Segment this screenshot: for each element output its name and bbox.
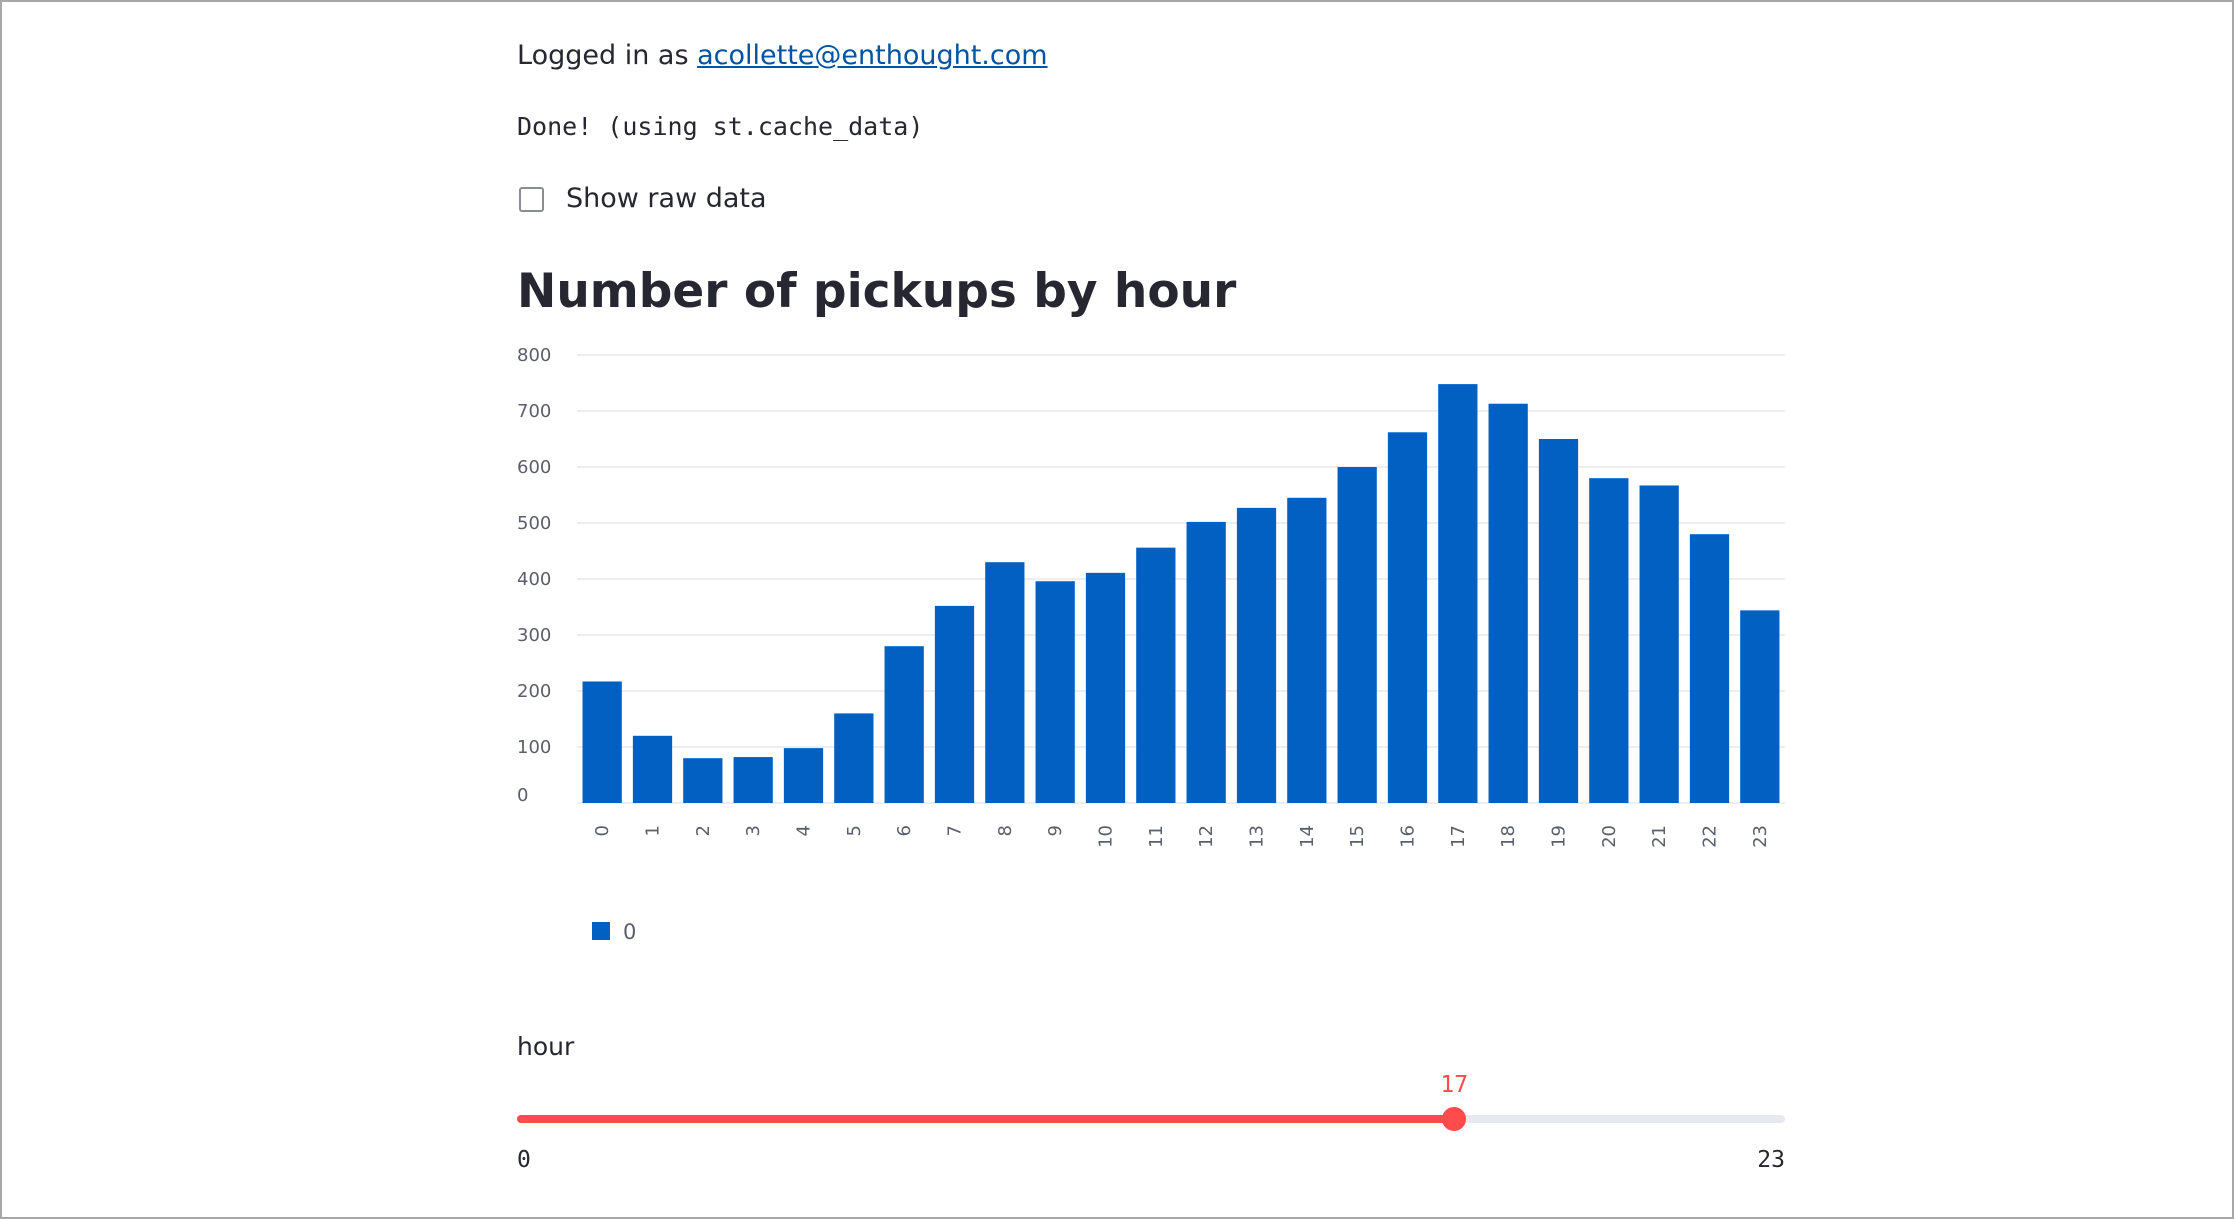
x-tick-label: 13	[1247, 825, 1268, 848]
x-tick-label: 10	[1096, 825, 1117, 848]
x-tick-label: 15	[1347, 825, 1368, 848]
x-tick-label: 4	[794, 825, 815, 836]
bar	[683, 758, 723, 803]
bar	[1740, 610, 1780, 803]
y-tick-label: 700	[517, 401, 551, 422]
hour-slider-track[interactable]: 17	[517, 1072, 1785, 1131]
checkbox-label: Show raw data	[566, 183, 767, 214]
bar	[1689, 534, 1730, 803]
x-tick-label: 0	[592, 825, 613, 836]
x-tick-label: 18	[1498, 825, 1519, 848]
y-tick-label: 300	[517, 625, 551, 646]
checkbox-box[interactable]	[519, 186, 544, 212]
x-tick-label: 16	[1398, 825, 1419, 848]
x-tick-label: 3	[743, 825, 764, 836]
x-tick-label: 8	[995, 825, 1016, 836]
x-tick-label: 1	[643, 825, 664, 836]
x-tick-label: 9	[1045, 825, 1066, 836]
bar	[1438, 384, 1478, 803]
x-tick-label: 6	[894, 825, 915, 836]
bar	[1337, 467, 1377, 803]
user-email-link[interactable]: acollette@enthought.com	[697, 40, 1048, 71]
x-tick-label: 21	[1649, 825, 1670, 848]
x-tick-label: 5	[844, 825, 865, 836]
bar	[1186, 521, 1226, 803]
slider-current-value: 17	[1440, 1072, 1469, 1098]
legend-label: 0	[623, 920, 636, 944]
bar	[632, 735, 673, 803]
bar	[582, 681, 622, 803]
y-tick-label: 100	[517, 737, 551, 758]
bar	[1589, 478, 1629, 803]
bar	[884, 646, 924, 803]
y-tick-label: 400	[517, 569, 551, 590]
bar	[834, 713, 874, 803]
y-tick-label: 600	[517, 457, 551, 478]
bar	[1136, 547, 1176, 803]
show-raw-data-checkbox[interactable]: Show raw data	[519, 181, 767, 217]
slider-max-label: 23	[1757, 1147, 1785, 1173]
login-prefix: Logged in as	[517, 40, 698, 71]
slider-thumb[interactable]	[1442, 1107, 1467, 1131]
x-tick-label: 19	[1549, 825, 1570, 848]
slider-label: hour	[517, 1032, 575, 1061]
bar	[1236, 507, 1277, 803]
bar	[934, 605, 975, 803]
bar	[985, 562, 1025, 803]
slider-min-label: 0	[517, 1147, 531, 1173]
bar	[1488, 403, 1528, 803]
y-tick-label: 0	[517, 785, 528, 806]
x-tick-label: 22	[1700, 825, 1721, 848]
x-tick-label: 2	[693, 825, 714, 836]
bar	[733, 757, 773, 803]
bar	[1085, 572, 1126, 803]
legend-swatch	[592, 922, 610, 940]
x-tick-label: 14	[1297, 825, 1318, 848]
x-tick-label: 12	[1196, 825, 1217, 848]
x-tick-label: 23	[1750, 825, 1771, 848]
x-tick-label: 11	[1146, 825, 1167, 848]
y-tick-label: 500	[517, 513, 551, 534]
bar	[1035, 581, 1075, 803]
chart-heading: Number of pickups by hour	[517, 264, 1237, 319]
bar	[1287, 497, 1327, 803]
bar	[1538, 439, 1579, 803]
bar	[783, 748, 824, 803]
y-tick-label: 200	[517, 681, 551, 702]
bar	[1387, 432, 1428, 803]
login-info: Logged in as acollette@enthought.com	[517, 38, 1048, 74]
x-tick-label: 7	[945, 825, 966, 836]
x-tick-label: 17	[1448, 825, 1469, 848]
slider-fill	[517, 1115, 1455, 1123]
x-tick-label: 20	[1599, 825, 1620, 848]
status-text: Done! (using st.cache_data)	[517, 112, 924, 141]
y-tick-label: 800	[517, 345, 551, 366]
bar	[1639, 485, 1679, 803]
